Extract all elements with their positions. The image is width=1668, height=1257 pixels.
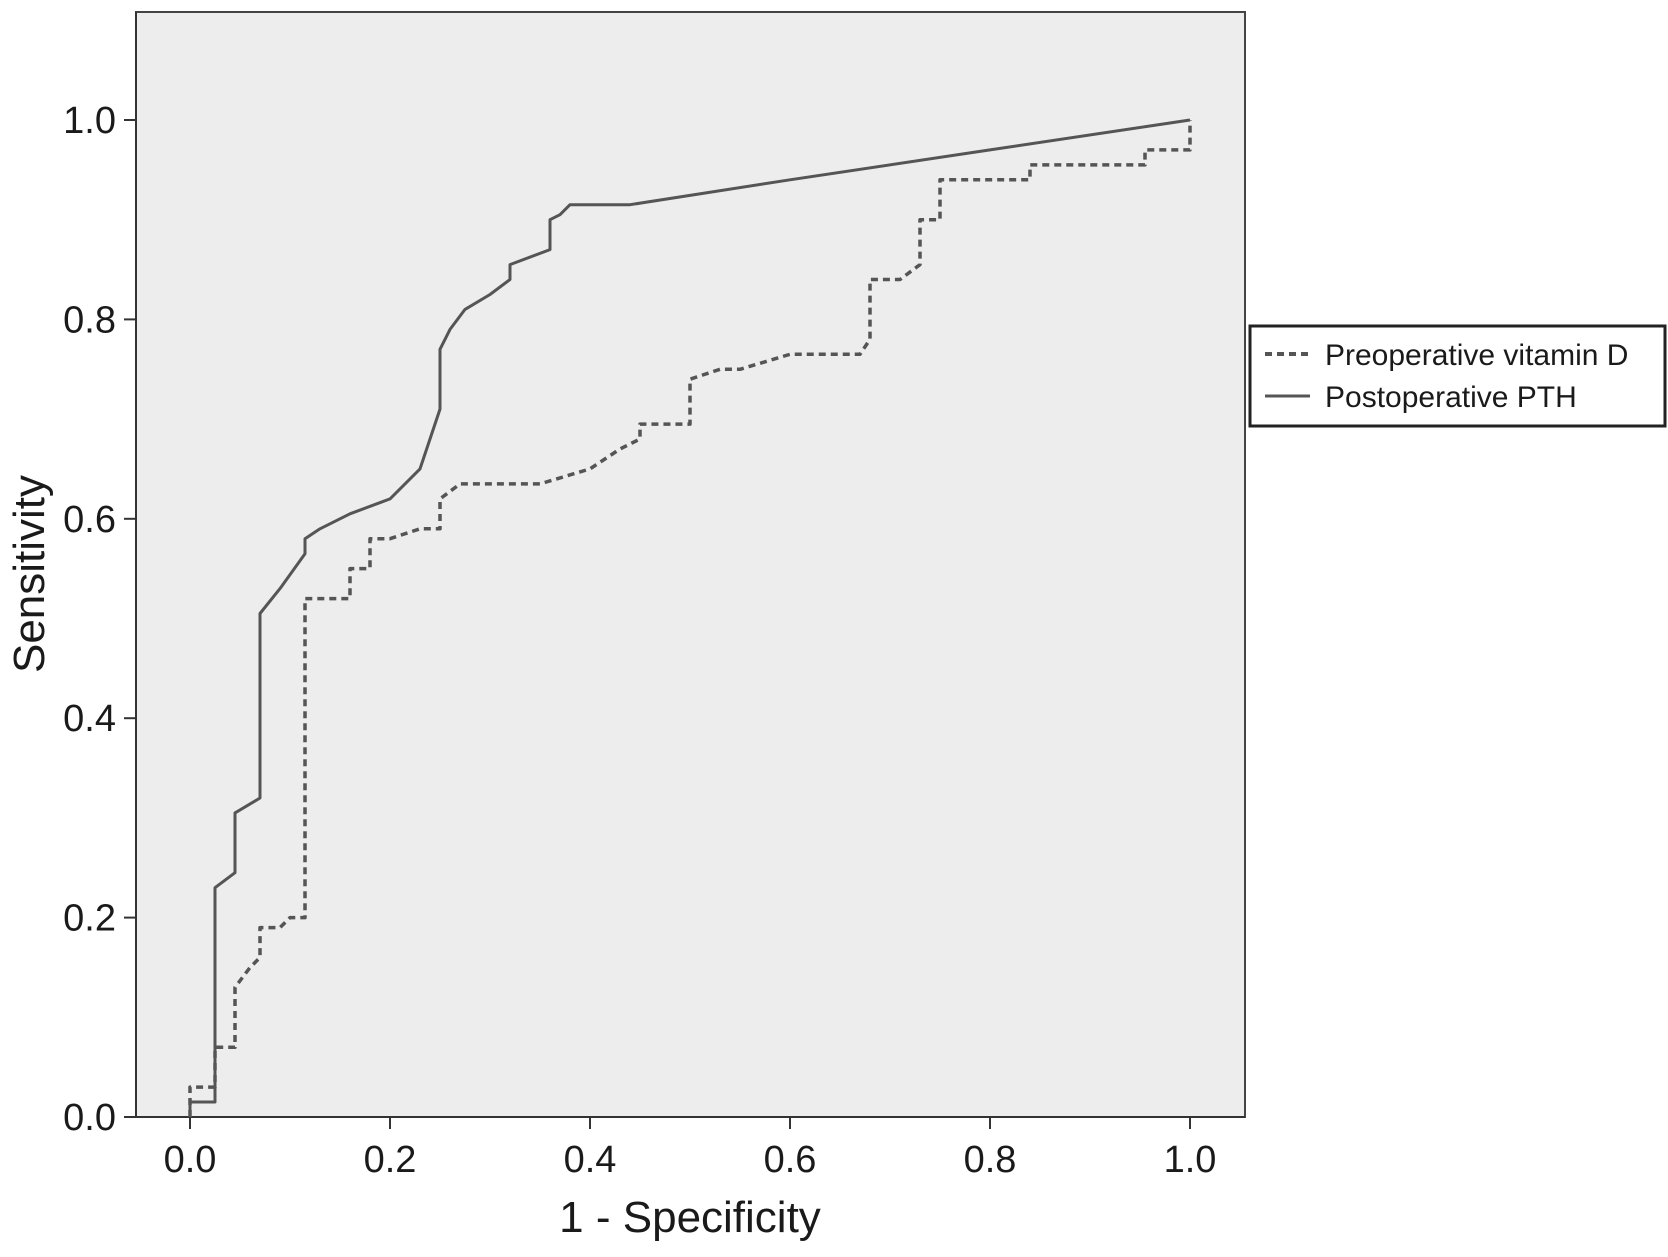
x-tick-label: 0.6 [764,1139,817,1181]
legend-label-postoperative-pth: Postoperative PTH [1325,381,1577,414]
series-line-preoperative-vitamin-d [188,120,1192,1117]
y-tick-label: 0.6 [63,499,116,541]
x-tick-label: 0.2 [364,1139,417,1181]
x-tick-label: 1.0 [1164,1139,1217,1181]
x-tick-label: 0.4 [564,1139,617,1181]
legend-label-preoperative-vitamin-d: Preoperative vitamin D [1325,339,1628,372]
x-axis-title: 1 - Specificity [559,1193,821,1242]
x-tick-label: 0.0 [164,1139,217,1181]
y-tick-label: 0.0 [63,1097,116,1139]
legend-box [1248,324,1667,428]
y-axis-title: Sensitivity [5,475,54,673]
y-tick-label: 1.0 [63,100,116,142]
plot-area [135,11,1246,1118]
x-tick-label: 0.8 [964,1139,1017,1181]
y-tick-label: 0.4 [63,698,116,740]
y-tick-label: 0.2 [63,898,116,940]
series-line-postoperative-pth [188,118,1191,1117]
y-tick-label: 0.8 [63,299,116,341]
legend: Preoperative vitamin D Postoperative PTH [1248,324,1667,428]
